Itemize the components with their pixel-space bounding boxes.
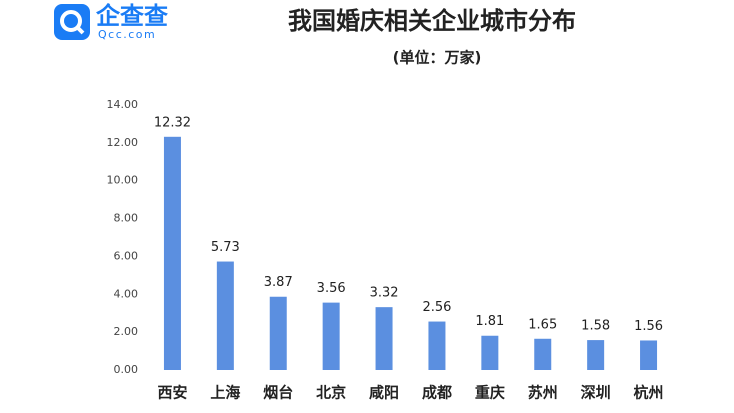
data-label: 3.32	[370, 286, 399, 301]
bar	[587, 340, 605, 370]
x-tick-label: 咸阳	[369, 384, 399, 402]
bar	[163, 136, 181, 370]
bar	[322, 302, 340, 370]
bar	[269, 296, 287, 370]
logo-icon	[54, 4, 90, 40]
bar	[428, 321, 446, 370]
data-label: 1.58	[581, 319, 610, 334]
y-tick-label: 8.00	[114, 212, 139, 225]
bar	[481, 335, 499, 370]
y-tick-label: 10.00	[107, 174, 139, 187]
x-tick-label: 北京	[316, 384, 346, 402]
x-tick-label: 杭州	[634, 384, 664, 402]
logo-icon-ring	[60, 10, 82, 32]
data-label: 5.73	[211, 240, 240, 255]
logo-name: 企查查	[96, 2, 168, 30]
data-label: 1.65	[528, 317, 557, 332]
y-tick-label: 0.00	[114, 363, 139, 376]
x-tick-label: 上海	[210, 384, 240, 402]
bar	[216, 261, 234, 370]
data-label: 1.56	[634, 319, 663, 334]
x-tick-label: 西安	[157, 384, 187, 402]
chart-title: 我国婚庆相关企业城市分布	[288, 7, 576, 35]
x-tick-label: 重庆	[475, 384, 505, 402]
x-tick-label: 苏州	[528, 384, 558, 402]
y-tick-label: 2.00	[114, 325, 139, 338]
bar	[534, 338, 552, 370]
y-tick-label: 12.00	[107, 136, 139, 149]
data-label: 3.56	[317, 281, 346, 296]
data-label: 1.81	[475, 314, 504, 329]
bar	[640, 340, 658, 370]
bar	[375, 307, 393, 370]
y-tick-label: 6.00	[114, 249, 139, 262]
data-label: 3.87	[264, 275, 293, 290]
logo-icon-handle	[75, 25, 85, 35]
x-tick-label: 成都	[422, 384, 452, 402]
chart-subtitle: (单位：万家)	[393, 49, 482, 67]
y-tick-label: 4.00	[114, 287, 139, 300]
logo: 企查查 Qcc.com	[54, 2, 168, 41]
data-label: 2.56	[422, 300, 451, 315]
data-label: 12.32	[154, 115, 191, 130]
x-tick-label: 烟台	[263, 384, 293, 402]
logo-url: Qcc.com	[98, 28, 156, 41]
x-tick-label: 深圳	[581, 384, 611, 402]
y-tick-label: 14.00	[107, 98, 139, 111]
